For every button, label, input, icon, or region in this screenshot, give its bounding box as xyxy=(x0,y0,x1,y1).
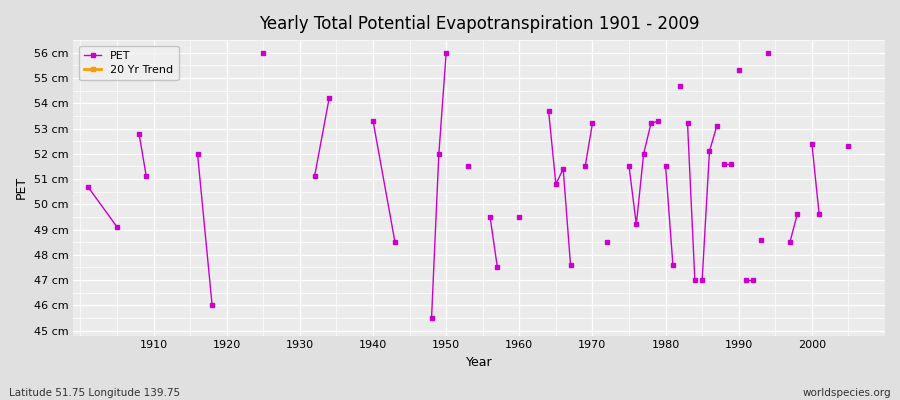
Line: PET: PET xyxy=(86,184,119,229)
PET xyxy=(112,224,122,229)
Text: worldspecies.org: worldspecies.org xyxy=(803,388,891,398)
Text: Latitude 51.75 Longitude 139.75: Latitude 51.75 Longitude 139.75 xyxy=(9,388,180,398)
Legend: PET, 20 Yr Trend: PET, 20 Yr Trend xyxy=(78,46,178,80)
PET xyxy=(83,184,94,189)
Y-axis label: PET: PET xyxy=(15,176,28,200)
X-axis label: Year: Year xyxy=(466,356,492,369)
Title: Yearly Total Potential Evapotranspiration 1901 - 2009: Yearly Total Potential Evapotranspiratio… xyxy=(259,15,699,33)
